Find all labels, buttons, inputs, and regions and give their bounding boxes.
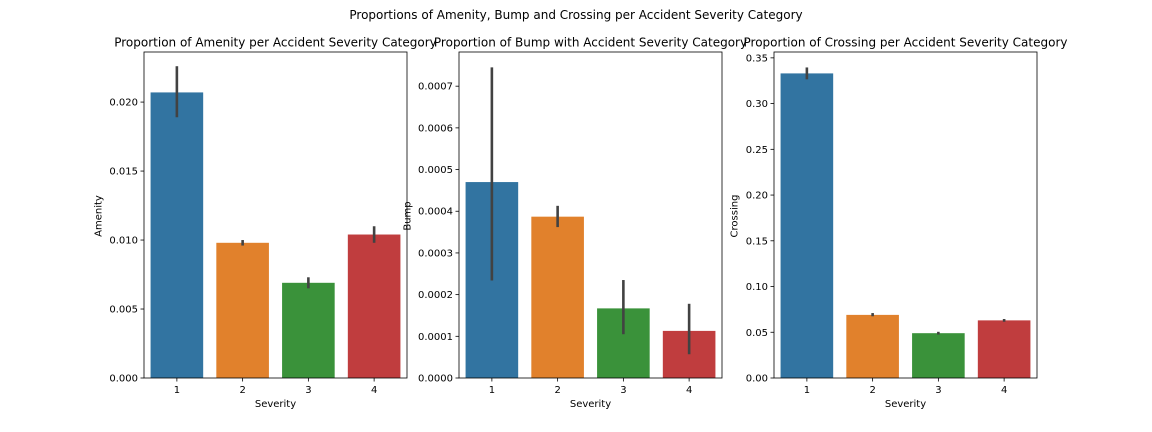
y-tick-label: 0.010	[109, 236, 138, 247]
subplot-title: Proportion of Crossing per Accident Seve…	[744, 36, 1068, 50]
y-tick-label: 0.05	[746, 328, 768, 339]
x-tick-label: 2	[869, 385, 875, 396]
x-tick-label: 1	[174, 385, 180, 396]
figure-suptitle: Proportions of Amenity, Bump and Crossin…	[349, 8, 802, 22]
y-tick-label: 0.0005	[418, 165, 453, 176]
bar-severity-3	[282, 282, 335, 378]
y-tick-label: 0.015	[109, 167, 138, 178]
subplot-title: Proportion of Bump with Accident Severit…	[434, 36, 747, 50]
x-tick-label: 3	[305, 385, 311, 396]
x-tick-label: 4	[686, 385, 692, 396]
x-tick-label: 3	[620, 385, 626, 396]
bar-severity-4	[347, 234, 401, 378]
y-tick-label: 0.15	[746, 236, 768, 247]
subplot-crossing: Proportion of Crossing per Accident Seve…	[730, 36, 1068, 411]
y-tick-label: 0.020	[109, 98, 138, 109]
y-tick-label: 0.000	[109, 374, 138, 385]
y-tick-label: 0.0002	[418, 290, 453, 301]
axes-frame	[143, 51, 408, 379]
y-tick-label: 0.10	[746, 282, 768, 293]
y-tick-label: 0.0004	[418, 207, 453, 218]
axes-frame	[773, 51, 1038, 379]
y-tick-label: 0.005	[109, 305, 138, 316]
y-tick-label: 0.0006	[418, 123, 453, 134]
y-tick-label: 0.00	[746, 374, 768, 385]
y-tick-label: 0.0000	[418, 374, 453, 385]
bar-severity-2	[846, 314, 899, 378]
x-tick-label: 1	[804, 385, 810, 396]
bar-severity-2	[531, 216, 584, 378]
x-axis-label: Severity	[570, 399, 611, 410]
x-tick-label: 3	[935, 385, 941, 396]
y-tick-label: 0.0007	[418, 82, 453, 93]
axes-frame	[458, 51, 723, 379]
bar-severity-1	[150, 92, 204, 378]
bar-severity-1	[780, 73, 834, 378]
y-tick-label: 0.0001	[418, 332, 453, 343]
y-tick-label: 0.20	[746, 191, 768, 202]
subplot-amenity: Proportion of Amenity per Accident Sever…	[94, 36, 437, 411]
subplot-title: Proportion of Amenity per Accident Sever…	[114, 36, 437, 50]
y-axis-label: Amenity	[94, 195, 105, 237]
y-tick-label: 0.25	[746, 145, 768, 156]
y-axis-label: Bump	[403, 201, 414, 230]
subplot-bump: Proportion of Bump with Accident Severit…	[403, 36, 748, 411]
y-axis-label: Crossing	[730, 195, 741, 238]
x-tick-label: 4	[371, 385, 377, 396]
x-tick-label: 1	[489, 385, 495, 396]
axes-bump: 0.0000 0.0001 0.0002 0.0003 0.0004 0.0005 0.00…	[418, 51, 723, 396]
x-tick-label: 2	[554, 385, 560, 396]
axes-crossing: 0.00 0.05 0.10 0.15 0.20 0.25 0.30 0.35 1 2 3 4	[746, 51, 1038, 396]
y-tick-label: 0.30	[746, 99, 768, 110]
x-axis-label: Severity	[255, 399, 296, 410]
axes-amenity: 0.000 0.005 0.010 0.015 0.020 1 2 3 4	[109, 51, 408, 396]
bar-severity-3	[912, 333, 965, 378]
bar-severity-4	[977, 320, 1031, 378]
x-axis-label: Severity	[885, 399, 926, 410]
bar-severity-2	[216, 242, 269, 378]
x-tick-label: 4	[1001, 385, 1007, 396]
x-tick-label: 2	[239, 385, 245, 396]
y-tick-label: 0.35	[746, 53, 768, 64]
y-tick-label: 0.0003	[418, 248, 453, 259]
